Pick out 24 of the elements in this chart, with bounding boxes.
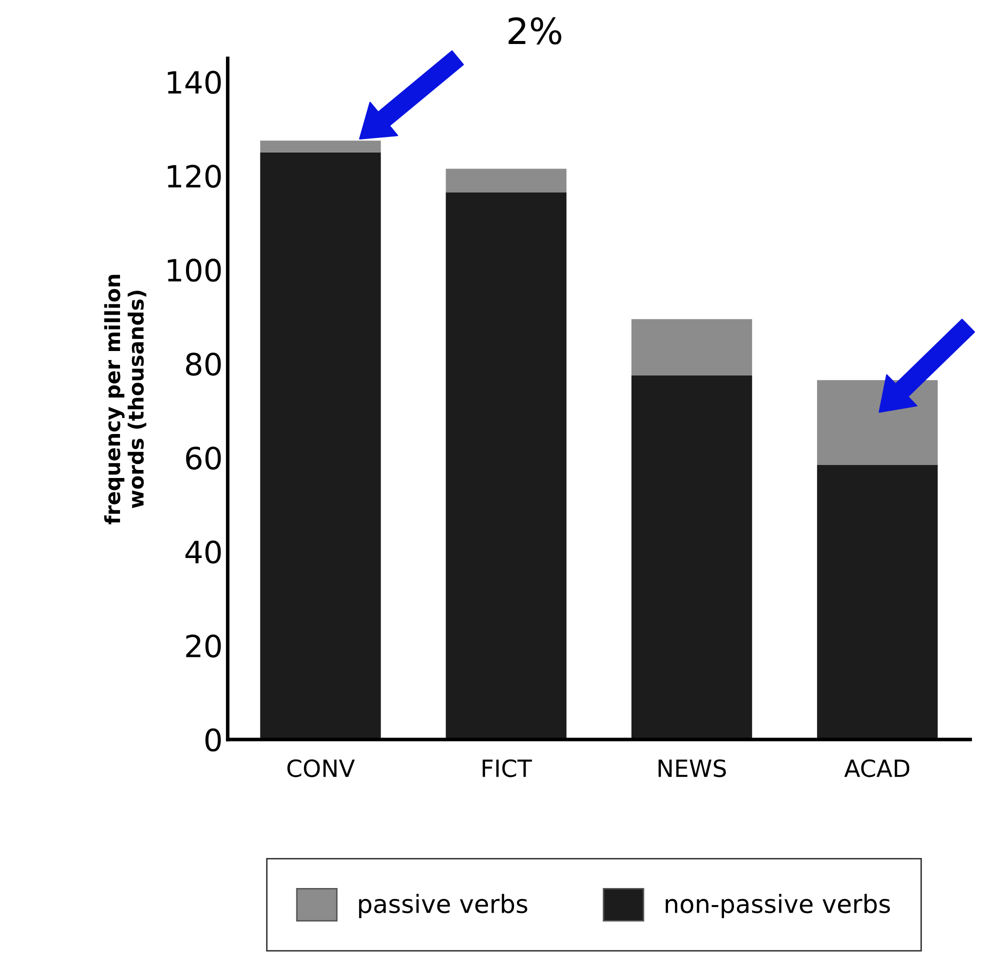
y-tick-label: 100: [168, 258, 221, 282]
legend-label: passive verbs: [359, 894, 528, 918]
y-tick-label: 60: [186, 446, 221, 470]
bar: [631, 319, 752, 376]
y-tick-label: 20: [186, 634, 221, 658]
y-tick-label: 80: [186, 352, 221, 376]
bar: [631, 375, 752, 740]
x-tick-label: FICT: [482, 759, 532, 778]
text: 2%: [508, 17, 562, 45]
bar: [817, 380, 938, 465]
bar: [446, 192, 566, 740]
bar: [817, 464, 938, 740]
y-tick-label: 0: [205, 728, 221, 752]
x-tick-label: ACAD: [844, 759, 910, 778]
bar: [260, 152, 381, 740]
x-tick-label: NEWS: [658, 759, 726, 778]
y-axis-title: frequency per million words (thousands): [104, 274, 146, 524]
bar: [446, 168, 566, 192]
y-tick-label: 40: [185, 540, 221, 564]
y-tick-label: 120: [168, 164, 221, 188]
y-tick-label: 140: [168, 70, 221, 94]
x-tick-label: CONV: [287, 759, 355, 778]
bar: [260, 140, 381, 152]
legend-label: non-passive verbs: [666, 894, 890, 918]
